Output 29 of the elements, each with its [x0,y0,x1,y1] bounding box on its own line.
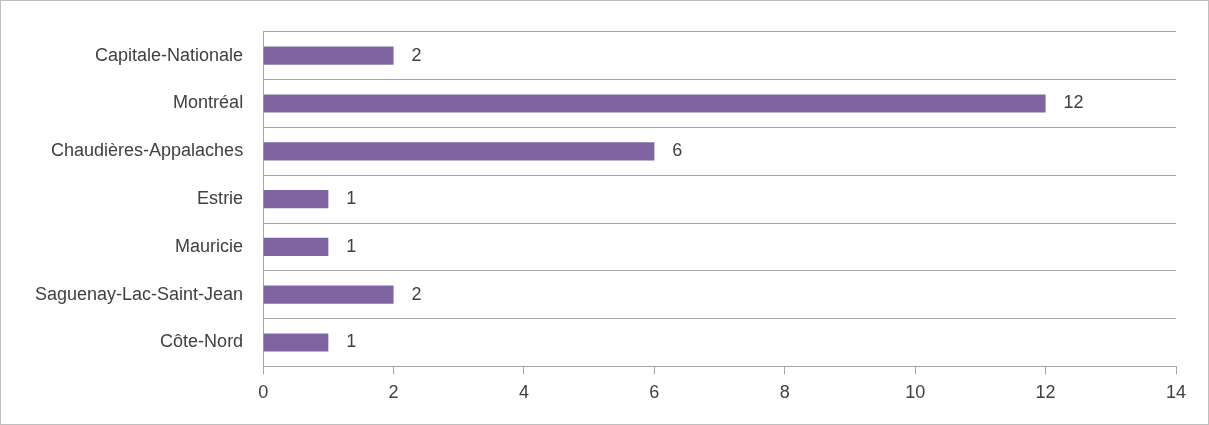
bar [263,46,394,65]
bar [263,142,655,161]
bar [263,333,329,352]
x-tick-label: 8 [779,382,790,403]
bar [263,190,329,209]
x-tick-label: 12 [1035,382,1056,403]
x-tick-label: 0 [258,382,269,403]
y-tick-label: Estrie [197,188,244,209]
y-tick-label: Côte-Nord [160,331,244,352]
data-label: 6 [672,140,683,161]
data-label: 2 [411,283,422,304]
data-label: 1 [346,331,357,352]
y-tick-label: Montréal [173,92,244,113]
data-label: 2 [411,44,422,65]
data-label: 1 [346,188,357,209]
x-tick-label: 4 [518,382,529,403]
data-label: 12 [1063,92,1084,113]
bar [263,237,329,256]
data-label: 1 [346,235,357,256]
x-tick-label: 10 [905,382,926,403]
bar [263,94,1046,113]
x-tick-label: 6 [649,382,660,403]
y-tick-label: Chaudières-Appalaches [51,140,244,161]
y-tick-label: Capitale-Nationale [95,44,244,65]
y-tick-label: Saguenay-Lac-Saint-Jean [34,283,244,304]
x-tick-label: 14 [1165,382,1187,403]
y-tick-label: Mauricie [175,235,244,256]
x-tick-label: 2 [388,382,399,403]
bar [263,285,394,304]
